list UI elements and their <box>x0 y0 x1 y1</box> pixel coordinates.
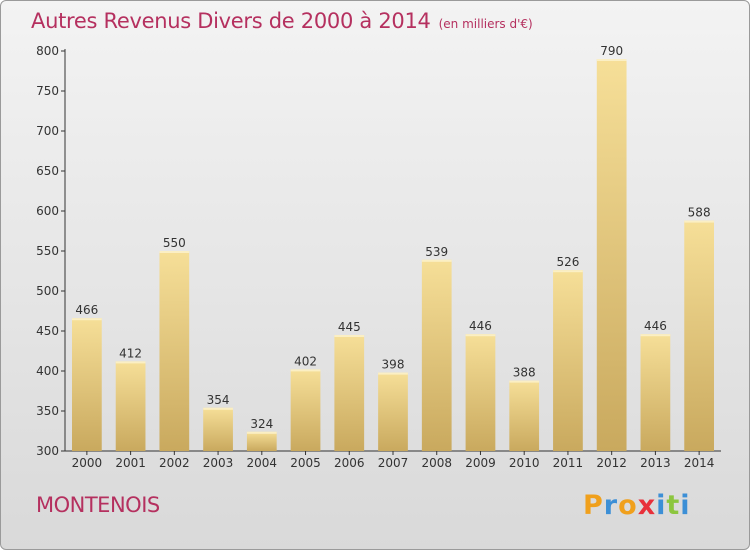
x-tick-label: 2012 <box>596 456 627 470</box>
x-tick-label: 2000 <box>72 456 103 470</box>
value-label: 398 <box>382 358 405 372</box>
chart-title: Autres Revenus Divers de 2000 à 2014 (en … <box>31 9 533 33</box>
bar <box>71 318 102 451</box>
value-label: 354 <box>207 393 230 407</box>
bar <box>334 335 365 451</box>
y-tick-label: 500 <box>36 284 59 298</box>
bar <box>159 251 190 451</box>
bar-top-highlight <box>159 251 190 253</box>
value-label: 588 <box>688 206 711 220</box>
chart-subtitle: (en milliers d'€) <box>438 17 533 31</box>
value-label: 446 <box>644 319 667 333</box>
bar-top-highlight <box>509 380 540 383</box>
value-label: 539 <box>425 245 448 259</box>
value-label: 550 <box>163 236 186 250</box>
bar-top-highlight <box>684 220 715 223</box>
value-label: 388 <box>513 366 536 380</box>
proxiti-logo: Proxiti <box>583 490 691 521</box>
x-tick-label: 2014 <box>684 456 715 470</box>
value-label: 324 <box>250 417 273 431</box>
bar <box>290 369 321 451</box>
y-tick-label: 550 <box>36 244 59 258</box>
bar <box>509 380 540 451</box>
bar-top-highlight <box>640 334 671 337</box>
x-tick-label: 2009 <box>465 456 496 470</box>
y-tick-label: 650 <box>36 164 59 178</box>
bar <box>465 334 496 451</box>
logo-letter: t <box>666 490 681 521</box>
bar-top-highlight <box>334 335 365 337</box>
bar-top-highlight <box>290 369 321 372</box>
value-label: 402 <box>294 354 317 368</box>
x-tick-label: 2001 <box>115 456 146 470</box>
logo-letter: r <box>603 490 619 521</box>
x-tick-label: 2008 <box>421 456 452 470</box>
logo-letter: x <box>637 490 657 521</box>
bar-top-highlight <box>246 431 277 434</box>
bar <box>115 361 146 451</box>
bar-top-highlight <box>115 361 146 364</box>
logo-letter: P <box>583 490 604 521</box>
bar-top-highlight <box>553 270 583 273</box>
value-labels: 466 412 550 354 324 402 445 398 539 446 388 526 790 4… <box>75 44 710 431</box>
bar <box>684 220 715 451</box>
bar <box>596 59 627 451</box>
x-tick-label: 2011 <box>553 456 584 470</box>
logo-letter: i <box>656 490 667 521</box>
y-tick-label: 400 <box>36 364 59 378</box>
bar <box>553 270 583 451</box>
axes: 300 350 400 450 500 550 600 650 700 750 800 2000 200… <box>36 44 721 470</box>
value-label: 446 <box>469 319 492 333</box>
value-label: 790 <box>600 44 623 58</box>
x-tick-label: 2003 <box>203 456 234 470</box>
x-tick-label: 2013 <box>640 456 671 470</box>
y-tick-label: 450 <box>36 324 59 338</box>
x-tick-label: 2007 <box>378 456 409 470</box>
y-tick-label: 800 <box>36 44 59 58</box>
value-label: 412 <box>119 346 142 360</box>
chart-title-text: Autres Revenus Divers de 2000 à 2014 <box>31 9 431 33</box>
logo-letter: o <box>618 490 638 521</box>
y-tick-label: 350 <box>36 404 59 418</box>
x-tick-label: 2002 <box>159 456 190 470</box>
bar-top-highlight <box>378 372 408 375</box>
value-label: 466 <box>75 303 98 317</box>
bar-top-highlight <box>71 318 102 321</box>
x-tick-label: 2010 <box>509 456 540 470</box>
value-label: 526 <box>556 255 579 269</box>
bar <box>246 431 277 451</box>
x-tick-label: 2006 <box>334 456 365 470</box>
y-tick-label: 700 <box>36 124 59 138</box>
logo-letter: i <box>680 490 691 521</box>
y-tick-label: 300 <box>36 444 59 458</box>
y-tick-label: 750 <box>36 84 59 98</box>
bar-top-highlight <box>465 334 496 337</box>
bar-top-highlight <box>203 407 233 410</box>
value-label: 445 <box>338 320 361 334</box>
bar <box>203 407 233 451</box>
bar-top-highlight <box>596 59 627 61</box>
commune-name: MONTENOIS <box>36 493 160 517</box>
y-tick-label: 600 <box>36 204 59 218</box>
bar <box>378 372 408 451</box>
bar <box>640 334 671 451</box>
x-tick-label: 2004 <box>247 456 278 470</box>
bar-top-highlight <box>421 259 452 262</box>
bars <box>71 59 715 451</box>
bar <box>421 259 452 451</box>
x-tick-label: 2005 <box>290 456 321 470</box>
